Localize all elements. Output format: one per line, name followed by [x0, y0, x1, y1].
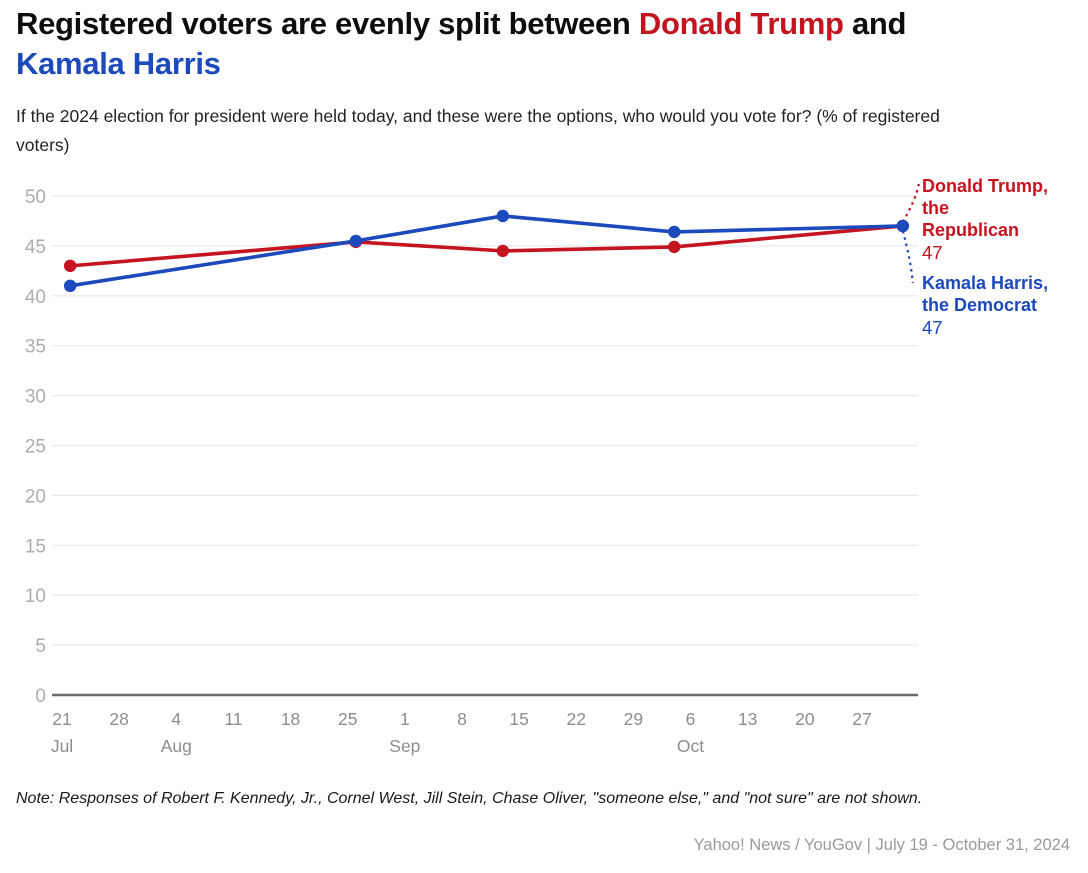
trump-series-value: 47 [922, 242, 943, 263]
x-tick-label: 25 [338, 709, 357, 729]
y-tick-label: 15 [25, 536, 46, 557]
x-tick-label: 27 [852, 709, 871, 729]
trump-leader-line [901, 183, 920, 223]
harris-series-value: 47 [922, 317, 943, 338]
x-tick-label: 6 [686, 709, 696, 729]
red-data-point [668, 240, 681, 254]
blue-data-point [63, 279, 77, 293]
trump-series-annotation: Donald Trump, the Republican 47 [922, 175, 1050, 264]
title-and: and [843, 6, 907, 41]
x-tick-label: 22 [567, 709, 586, 729]
x-month-label: Aug [161, 736, 192, 756]
title-harris-name: Kamala Harris [16, 46, 221, 81]
red-data-point [496, 244, 510, 258]
source-attribution: Yahoo! News / YouGov | July 19 - October… [693, 836, 1070, 854]
x-month-label: Oct [677, 736, 704, 756]
y-tick-label: 25 [25, 437, 46, 458]
blue-data-point [668, 225, 681, 239]
x-tick-label: 18 [281, 709, 300, 729]
y-tick-label: 40 [25, 287, 46, 308]
x-tick-label: 11 [224, 709, 242, 729]
x-tick-label: 28 [109, 709, 128, 729]
x-tick-label: 20 [795, 709, 815, 729]
x-tick-label: 15 [509, 709, 528, 729]
x-tick-label: 1 [400, 709, 410, 729]
y-tick-label: 0 [35, 686, 46, 707]
harris-series-label: Kamala Harris, the Democrat [922, 273, 1049, 315]
red-data-point [63, 259, 77, 273]
y-tick-label: 30 [25, 387, 46, 408]
page-title: Registered voters are evenly split betwe… [16, 4, 916, 84]
harris-leader-line [901, 230, 914, 284]
y-tick-label: 35 [25, 337, 46, 358]
poll-line-chart: 0 5 10 15 20 25 30 35 40 45 50 21 Jul 28 4 Aug 11 18 25 1 Se… [25, 183, 920, 756]
x-month-label: Sep [389, 736, 420, 756]
y-tick-label: 45 [25, 237, 46, 258]
x-tick-label: 21 [52, 709, 71, 729]
chart-subtitle-question: If the 2024 election for president were … [16, 106, 940, 155]
y-tick-label: 10 [25, 586, 46, 607]
x-tick-label: 8 [457, 709, 467, 729]
blue-data-point [496, 209, 510, 223]
blue-data-point [349, 234, 363, 248]
y-tick-label: 5 [35, 636, 46, 657]
y-tick-label: 20 [25, 486, 46, 507]
x-tick-label: 4 [171, 709, 181, 729]
x-tick-label: 13 [738, 709, 757, 729]
title-text: Registered voters are evenly split betwe… [16, 6, 639, 41]
blue-data-point [896, 219, 909, 233]
x-month-label: Jul [51, 736, 73, 756]
trump-series-label: Donald Trump, the Republican [922, 176, 1048, 240]
footnote: Note: Responses of Robert F. Kennedy, Jr… [16, 790, 923, 807]
title-trump-name: Donald Trump [638, 6, 844, 41]
y-tick-label: 50 [25, 187, 46, 208]
x-tick-label: 29 [624, 709, 643, 729]
harris-series-annotation: Kamala Harris, the Democrat 47 [922, 272, 1050, 339]
